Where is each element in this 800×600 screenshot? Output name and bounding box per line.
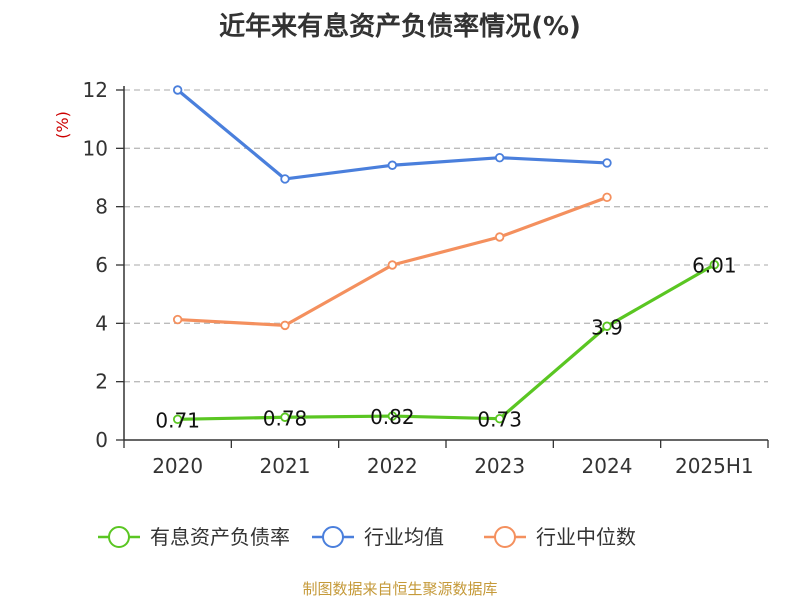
y-tick-label: 0	[95, 428, 108, 452]
y-tick-label: 8	[95, 195, 108, 219]
x-tick-label: 2021	[260, 454, 311, 478]
x-tick-label: 2024	[582, 454, 633, 478]
data-point	[172, 314, 183, 325]
data-point	[387, 411, 398, 421]
source-note: 制图数据来自恒生聚源数据库	[302, 580, 498, 598]
data-label: 0.78	[263, 406, 308, 430]
data-point	[494, 232, 505, 242]
data-point	[280, 412, 290, 422]
legend-item: 行业均值	[312, 525, 444, 549]
chart-title: 近年来有息资产负债率情况(%)	[219, 12, 581, 42]
data-point	[602, 158, 612, 168]
legend-swatch-marker	[494, 526, 516, 548]
data-point	[280, 320, 290, 331]
data-label: 6.01	[692, 254, 737, 278]
legend-label: 有息资产负债率	[150, 525, 290, 549]
y-tick-label: 4	[95, 311, 108, 335]
data-point	[494, 152, 505, 163]
x-tick-label: 2020	[152, 454, 203, 478]
x-tick-label: 2025H1	[675, 454, 754, 478]
series-lines	[172, 85, 720, 424]
legend-item: 行业中位数	[484, 525, 636, 549]
y-tick-label: 10	[83, 136, 108, 160]
series-line	[176, 263, 716, 421]
y-tick-label: 12	[83, 78, 108, 102]
data-point	[494, 414, 505, 424]
data-point	[280, 174, 290, 184]
data-label: 3.9	[591, 315, 623, 339]
data-point	[602, 321, 612, 331]
data-point	[709, 260, 720, 270]
data-point	[387, 160, 398, 170]
data-point	[387, 260, 398, 270]
data-label: 0.73	[477, 408, 522, 432]
data-label: 0.71	[155, 408, 200, 432]
axes: 0 2 4 6 8 10 12 2020 2021 2022 2023 2024 2025H1 (%)	[53, 78, 769, 478]
data-label: 0.82	[370, 405, 415, 429]
legend-label: 行业均值	[364, 525, 444, 549]
legend-label: 行业中位数	[536, 525, 636, 549]
data-labels: 0.71 0.78 0.82 0.73 3.9 6.01	[155, 254, 736, 433]
data-point	[172, 85, 183, 95]
x-tick-label: 2023	[474, 454, 525, 478]
data-point	[172, 414, 183, 424]
x-tick-label: 2022	[367, 454, 418, 478]
y-tick-label: 6	[95, 253, 108, 277]
grid-lines	[124, 89, 768, 383]
data-point	[602, 192, 612, 203]
y-axis-label: (%)	[53, 111, 72, 139]
legend-swatch-marker	[322, 526, 344, 548]
legend-swatch-marker	[108, 526, 130, 548]
legend-item: 有息资产负债率	[98, 525, 290, 549]
legend: 有息资产负债率 行业均值 行业中位数	[98, 525, 636, 549]
y-tick-label: 2	[95, 370, 108, 394]
